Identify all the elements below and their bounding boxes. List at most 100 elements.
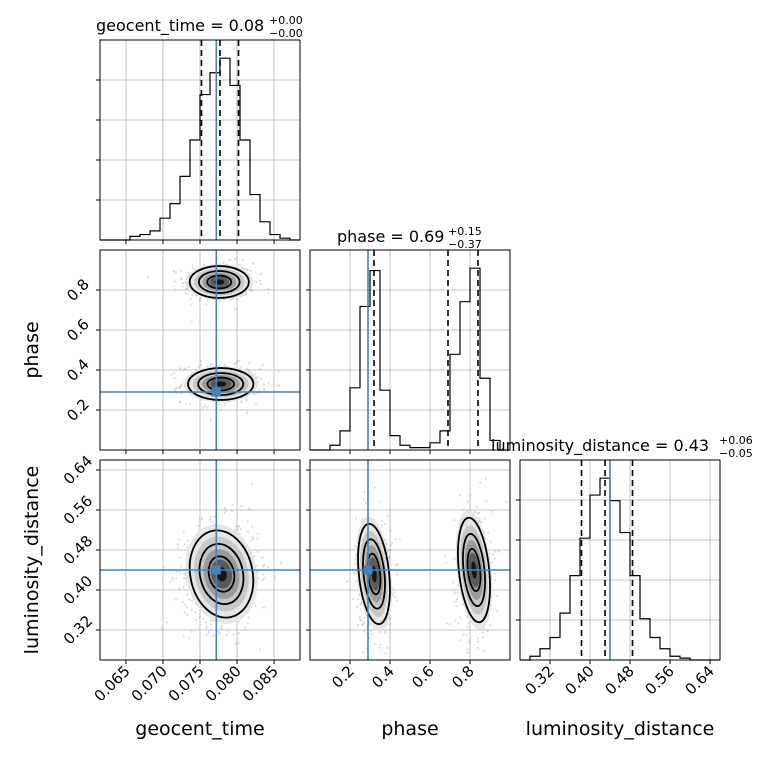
scatter-point xyxy=(241,266,244,269)
scatter-point xyxy=(170,373,173,376)
scatter-point xyxy=(256,564,259,567)
scatter-point xyxy=(209,419,212,422)
scatter-point xyxy=(179,564,183,567)
panel-frame xyxy=(519,459,721,661)
scatter-point xyxy=(211,520,214,523)
title-phase-minus: −0.37 xyxy=(448,238,482,251)
title-geocent-time: geocent_time = 0.08 xyxy=(96,16,264,36)
scatter-point xyxy=(183,572,186,575)
scatter-point xyxy=(390,541,394,544)
x-tick-label: 0.64 xyxy=(681,662,717,698)
scatter-point xyxy=(246,269,249,272)
scatter-point xyxy=(194,611,197,614)
scatter-point xyxy=(386,514,390,517)
scatter-point xyxy=(247,368,250,372)
scatter-point xyxy=(444,554,447,557)
scatter-point xyxy=(452,588,455,592)
scatter-point xyxy=(258,279,262,282)
scatter-point xyxy=(201,617,204,621)
scatter-point xyxy=(207,631,210,634)
scatter-point xyxy=(254,402,257,406)
scatter-point xyxy=(388,549,392,552)
scatter-point xyxy=(273,575,276,578)
scatter-point xyxy=(261,565,264,568)
scatter-point xyxy=(398,538,401,541)
scatter-point xyxy=(239,528,243,531)
scatter-point xyxy=(465,634,468,637)
y-tick-label: 0.32 xyxy=(60,612,96,648)
scatter-point xyxy=(256,532,259,535)
y-tick-label: 0.56 xyxy=(60,492,96,528)
scatter-point xyxy=(170,576,174,579)
scatter-point xyxy=(353,572,356,575)
scatter-point xyxy=(201,406,204,410)
scatter-point xyxy=(490,510,493,513)
scatter-point xyxy=(182,635,185,638)
scatter-point xyxy=(448,623,451,626)
scatter-point xyxy=(185,606,188,609)
scatter-point xyxy=(494,579,497,582)
scatter-point xyxy=(386,646,389,649)
scatter-point xyxy=(197,366,200,369)
scatter-point xyxy=(178,538,181,541)
xlabel-geocent-time: geocent_time xyxy=(135,718,264,740)
scatter-point xyxy=(189,297,192,301)
scatter-point xyxy=(364,501,367,505)
scatter-point xyxy=(204,624,207,628)
x-tick-label: 0.070 xyxy=(128,662,171,705)
scatter-point xyxy=(362,490,365,493)
x-tick-label: 0.32 xyxy=(521,662,557,698)
scatter-point xyxy=(171,578,174,581)
scatter-point xyxy=(180,276,183,279)
truth-marker xyxy=(363,565,373,575)
scatter-point xyxy=(252,538,255,541)
scatter-point xyxy=(184,367,187,370)
scatter-point xyxy=(482,636,485,639)
scatter-point xyxy=(237,641,240,645)
scatter-point xyxy=(456,598,459,601)
scatter-point xyxy=(260,282,263,285)
scatter-point xyxy=(179,401,182,404)
scatter-point xyxy=(390,543,393,546)
density-fill xyxy=(215,381,227,387)
scatter-point xyxy=(251,536,254,539)
scatter-point xyxy=(179,392,182,395)
scatter-point xyxy=(248,362,251,365)
scatter-point xyxy=(246,411,249,414)
scatter-point xyxy=(476,512,480,515)
scatter-point xyxy=(206,406,209,409)
scatter-point xyxy=(247,616,251,619)
x-tick-label: 0.40 xyxy=(561,662,597,698)
scatter-point xyxy=(262,387,265,391)
scatter-point xyxy=(370,633,373,636)
density-contour xyxy=(207,555,236,593)
scatter-point xyxy=(178,571,181,574)
x-tick-label: 0.48 xyxy=(601,662,637,698)
scatter-point xyxy=(185,402,188,406)
scatter-point xyxy=(147,276,150,279)
scatter-point xyxy=(174,598,178,601)
scatter-point xyxy=(267,381,270,385)
scatter-point xyxy=(186,613,189,617)
scatter-point xyxy=(494,550,497,553)
scatter-point xyxy=(263,389,266,392)
scatter-point xyxy=(242,258,245,261)
scatter-point xyxy=(181,282,185,285)
scatter-point xyxy=(465,616,469,619)
scatter-point xyxy=(223,363,226,367)
scatter-point xyxy=(365,626,368,629)
scatter-point xyxy=(183,368,186,371)
truth-marker xyxy=(211,565,221,575)
scatter-point xyxy=(204,302,208,306)
scatter-point xyxy=(487,531,490,534)
scatter-point xyxy=(466,626,469,629)
y-tick-label: 0.40 xyxy=(60,572,96,608)
scatter-point xyxy=(179,269,183,272)
y-tick-label: 0.6 xyxy=(63,315,93,345)
scatter-point xyxy=(179,385,182,388)
scatter-point xyxy=(468,641,471,644)
density-contour xyxy=(188,529,255,619)
histogram-step xyxy=(310,267,510,451)
